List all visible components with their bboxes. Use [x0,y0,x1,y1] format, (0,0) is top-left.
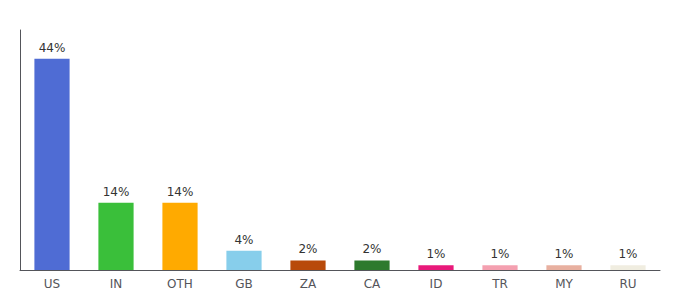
svg-text:IN: IN [110,277,123,291]
svg-text:TR: TR [491,277,508,291]
svg-text:14%: 14% [167,185,194,199]
svg-text:OTH: OTH [167,277,193,291]
svg-text:ZA: ZA [300,277,317,291]
svg-text:RU: RU [619,277,636,291]
svg-text:1%: 1% [554,247,573,261]
svg-text:2%: 2% [362,242,381,256]
svg-text:ID: ID [430,277,443,291]
svg-text:1%: 1% [618,247,637,261]
svg-text:44%: 44% [39,41,66,55]
svg-text:US: US [44,277,60,291]
svg-text:1%: 1% [490,247,509,261]
svg-text:MY: MY [555,277,573,291]
svg-text:2%: 2% [298,242,317,256]
svg-text:GB: GB [235,277,253,291]
svg-text:4%: 4% [234,233,253,247]
svg-text:1%: 1% [426,247,445,261]
svg-text:14%: 14% [103,185,130,199]
svg-text:CA: CA [364,277,381,291]
